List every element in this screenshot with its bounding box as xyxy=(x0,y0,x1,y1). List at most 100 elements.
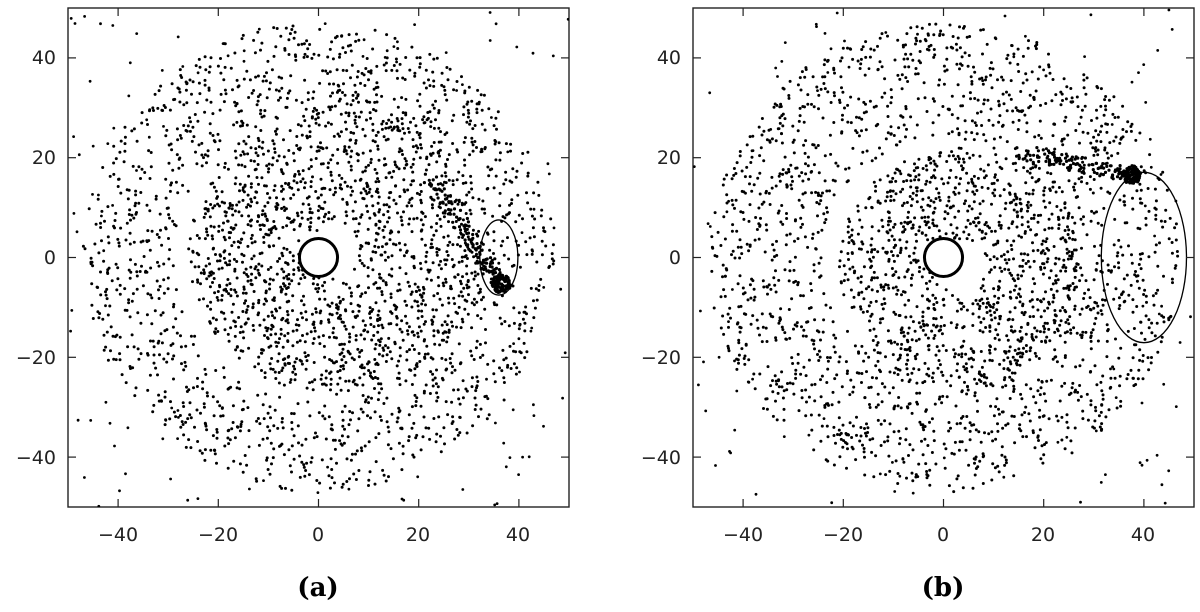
panel-a-particle xyxy=(235,294,239,298)
panel-b-particle xyxy=(925,110,929,113)
panel-a-particle xyxy=(372,334,376,337)
panel-b-particle xyxy=(903,290,907,294)
panel-a-particle xyxy=(182,405,186,408)
panel-a-particle xyxy=(343,93,347,97)
panel-b-particle xyxy=(1060,384,1064,388)
panel-b-particle xyxy=(964,130,968,134)
panel-b-particle xyxy=(1113,376,1117,380)
panel-a-particle xyxy=(389,310,393,314)
panel-a-particle xyxy=(420,228,424,232)
panel-b-particle xyxy=(850,306,854,309)
panel-a-particle xyxy=(233,320,237,324)
panel-a-particle xyxy=(137,357,141,361)
panel-b-particle xyxy=(1049,287,1053,291)
panel-a-particle xyxy=(396,47,400,50)
panel-b-particle xyxy=(884,137,888,141)
panel-a-particle xyxy=(266,468,270,471)
panel-a-particle xyxy=(286,321,290,325)
panel-b-particle xyxy=(867,355,871,359)
panel-a-particle xyxy=(171,357,174,361)
panel-a-particle xyxy=(254,276,258,280)
panel-a-particle xyxy=(118,335,122,339)
panel-a-particle xyxy=(223,328,227,332)
panel-a-particle xyxy=(240,408,244,412)
panel-a-particle xyxy=(312,52,316,56)
panel-b-particle xyxy=(726,344,730,348)
panel-a-particle xyxy=(274,377,278,380)
panel-a-particle xyxy=(339,364,343,368)
panel-b-particle xyxy=(1112,139,1116,143)
panel-a-particle xyxy=(135,139,139,143)
panel-b-particle xyxy=(1064,115,1068,119)
panel-a-particle xyxy=(439,140,443,144)
panel-b-particle xyxy=(1162,274,1165,278)
panel-b-particle xyxy=(1095,210,1098,214)
panel-b-particle xyxy=(863,455,866,459)
panel-a-particle xyxy=(326,72,330,75)
panel-a-particle xyxy=(115,333,119,337)
panel-a-particle xyxy=(200,164,204,168)
panel-a-particle xyxy=(461,218,465,222)
panel-a-particle xyxy=(308,130,312,134)
panel-a-particle xyxy=(100,209,104,213)
panel-a-particle xyxy=(134,189,138,193)
panel-a-particle xyxy=(477,229,481,233)
panel-a-particle xyxy=(286,331,290,335)
panel-a-particle xyxy=(424,426,428,430)
panel-b-particle xyxy=(989,382,993,386)
panel-a-particle xyxy=(436,385,440,389)
panel-b-particle xyxy=(903,228,907,231)
panel-a-particle xyxy=(397,167,401,171)
panel-a-particle xyxy=(205,98,209,102)
panel-b-particle xyxy=(810,170,814,173)
panel-a-particle xyxy=(252,254,256,258)
panel-a-particle xyxy=(349,164,353,168)
panel-a-particle xyxy=(300,101,304,105)
panel-a-particle xyxy=(242,336,246,340)
panel-b-particle xyxy=(918,225,922,229)
panel-a-particle xyxy=(408,348,411,352)
panel-b-particle xyxy=(1115,406,1119,410)
panel-a-particle xyxy=(421,223,425,227)
panel-b-particle xyxy=(1001,426,1005,430)
panel-b-particle xyxy=(944,232,948,236)
panel-b-particle xyxy=(832,463,836,467)
panel-b-particle xyxy=(841,445,845,449)
panel-a-particle xyxy=(151,410,155,414)
panel-a-particle xyxy=(271,139,275,143)
panel-a-particle xyxy=(240,163,244,167)
panel-a-particle xyxy=(343,404,347,408)
panel-a-particle xyxy=(131,292,135,296)
panel-a-particle xyxy=(297,323,301,327)
panel-a-particle xyxy=(139,321,143,325)
panel-a-particle xyxy=(374,222,378,226)
panel-b-particle xyxy=(796,129,800,133)
panel-b-particle xyxy=(785,212,788,215)
panel-a-particle xyxy=(561,396,564,400)
panel-a-particle xyxy=(463,158,466,162)
panel-b-particle xyxy=(734,198,738,202)
panel-a-particle xyxy=(502,381,506,384)
panel-a-particle xyxy=(105,330,109,334)
panel-b-particle xyxy=(840,385,844,389)
panel-a-particle xyxy=(445,66,449,69)
panel-a-particle xyxy=(70,309,74,312)
panel-a-particle xyxy=(473,247,477,251)
panel-a-particle xyxy=(395,364,399,368)
panel-a-particle xyxy=(154,197,158,201)
panel-a-particle xyxy=(342,342,346,346)
panel-b-particle xyxy=(923,215,927,219)
panel-a-particle xyxy=(145,313,149,317)
panel-a-particle xyxy=(367,401,370,405)
panel-b-particle xyxy=(949,168,953,172)
panel-b-particle xyxy=(894,192,898,196)
panel-a-particle xyxy=(255,103,259,107)
panel-a-particle xyxy=(456,433,460,437)
panel-a-particle xyxy=(346,389,350,393)
panel-b-particle xyxy=(1050,226,1054,230)
panel-a-particle xyxy=(378,318,382,322)
panel-a-particle xyxy=(382,348,386,352)
panel-a-particle xyxy=(257,301,261,305)
panel-a-particle xyxy=(163,390,167,394)
panel-b-particle xyxy=(738,330,742,334)
